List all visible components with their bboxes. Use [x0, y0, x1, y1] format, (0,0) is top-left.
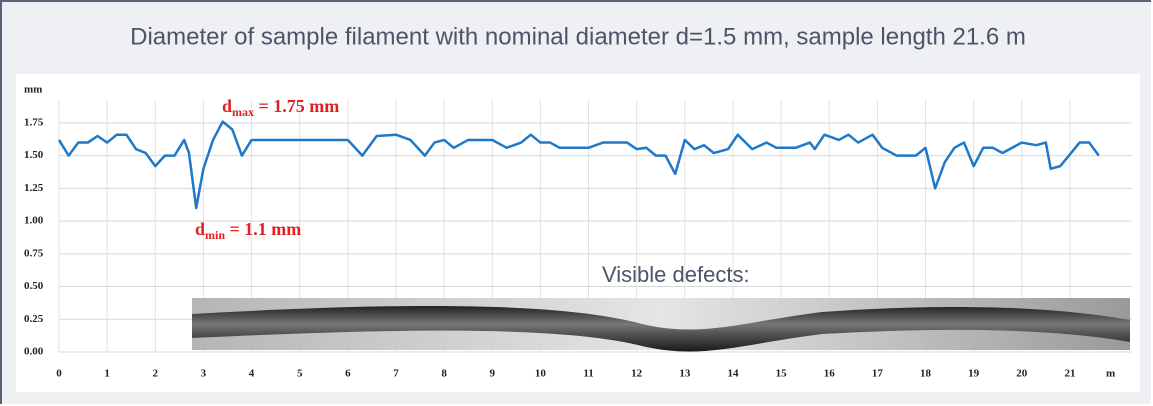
x-tick-label: 2 [153, 368, 159, 380]
x-tick-label: 6 [345, 368, 351, 380]
annotation-main: d [222, 96, 232, 116]
x-tick-label: 8 [441, 368, 447, 380]
annotation-rest: = 1.1 mm [225, 219, 301, 239]
x-tick-label: 3 [201, 368, 207, 380]
x-tick-label: 7 [393, 368, 399, 380]
y-tick-label: 1.25 [24, 182, 44, 194]
filament-photo [192, 298, 1130, 351]
x-tick-label: 4 [249, 368, 255, 380]
x-tick-label: 13 [679, 368, 691, 380]
x-tick-label: 19 [968, 368, 980, 380]
y-tick-label: 1.50 [24, 149, 44, 161]
x-tick-label: 5 [297, 368, 303, 380]
x-tick-label: 21 [1064, 368, 1075, 380]
x-tick-label: 12 [631, 368, 643, 380]
annotation-rest: = 1.75 mm [254, 96, 339, 116]
annotation-sub: max [232, 105, 254, 119]
x-tick-label: 15 [776, 368, 788, 380]
x-tick-label: 18 [920, 368, 932, 380]
x-tick-label: 10 [535, 368, 547, 380]
y-axis-label: mm [24, 84, 42, 96]
frame: Diameter of sample filament with nominal… [0, 0, 1151, 404]
x-tick-label: 17 [872, 368, 884, 380]
x-tick-label: 16 [824, 368, 836, 380]
photo-caption: Visible defects: [602, 262, 750, 287]
annotation-main: d [195, 219, 205, 239]
y-tick-label: 0.75 [24, 247, 44, 259]
chart-title: Diameter of sample filament with nominal… [130, 23, 1026, 50]
y-tick-label: 0.00 [24, 346, 44, 358]
x-axis-label: m [1106, 368, 1115, 380]
x-tick-label: 1 [104, 368, 110, 380]
x-tick-label: 0 [56, 368, 62, 380]
x-tick-label: 11 [583, 368, 593, 380]
y-tick-label: 1.75 [24, 116, 44, 128]
y-tick-label: 0.25 [24, 313, 44, 325]
y-tick-label: 0.50 [24, 280, 44, 292]
y-tick-label: 1.00 [24, 215, 44, 227]
x-tick-label: 20 [1016, 368, 1028, 380]
x-tick-label: 9 [490, 368, 496, 380]
x-tick-label: 14 [727, 368, 739, 380]
annotation-sub: min [205, 228, 225, 242]
chart: Diameter of sample filament with nominal… [2, 2, 1153, 406]
